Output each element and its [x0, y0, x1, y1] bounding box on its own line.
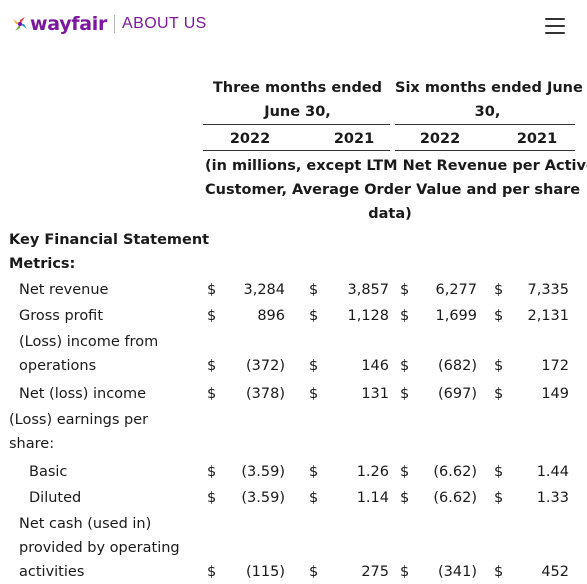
header-underline	[203, 124, 390, 125]
row-value: 3,857	[347, 282, 389, 298]
row-label: Gross profit	[19, 308, 104, 324]
row-label: activities	[19, 564, 85, 580]
hamburger-menu-icon[interactable]	[545, 18, 565, 34]
currency-symbol: $	[494, 386, 504, 402]
year-header: 2021	[516, 131, 558, 147]
row-value: 149	[541, 386, 569, 402]
section-title: Key Financial Statement	[9, 232, 210, 248]
row-value: (6.62)	[433, 490, 477, 506]
currency-symbol: $	[207, 564, 217, 580]
units-note: data)	[368, 206, 412, 222]
period-header: Six months ended June	[395, 80, 583, 96]
row-value: 452	[541, 564, 569, 580]
row-value: 6,277	[435, 282, 477, 298]
row-value: 1.44	[536, 464, 569, 480]
row-label: Net cash (used in)	[19, 516, 152, 532]
row-label: (Loss) income from	[19, 334, 159, 350]
row-value: 131	[361, 386, 389, 402]
currency-symbol: $	[400, 464, 410, 480]
logo-wordmark: wayfair	[30, 13, 108, 35]
currency-symbol: $	[207, 490, 217, 506]
currency-symbol: $	[309, 464, 319, 480]
row-label: Net (loss) income	[19, 386, 147, 402]
row-value: (372)	[246, 358, 285, 374]
units-note: (in millions, except LTM Net Revenue per…	[205, 158, 587, 174]
row-value: (341)	[438, 564, 477, 580]
currency-symbol: $	[309, 564, 319, 580]
currency-symbol: $	[309, 282, 319, 298]
row-label: (Loss) earnings per	[9, 412, 149, 428]
site-header: wayfair ABOUT US	[0, 0, 587, 56]
row-value: 896	[257, 308, 285, 324]
section-title: Metrics:	[9, 256, 76, 272]
currency-symbol: $	[400, 490, 410, 506]
currency-symbol: $	[400, 308, 410, 324]
row-label: Net revenue	[19, 282, 109, 298]
row-value: (3.59)	[241, 464, 285, 480]
currency-symbol: $	[309, 358, 319, 374]
header-underline	[203, 150, 390, 151]
row-value: 1.26	[356, 464, 389, 480]
currency-symbol: $	[309, 308, 319, 324]
currency-symbol: $	[400, 386, 410, 402]
row-value: 146	[361, 358, 389, 374]
row-label: share:	[9, 436, 55, 452]
period-header: 30,	[474, 104, 501, 120]
year-header: 2022	[229, 131, 271, 147]
currency-symbol: $	[494, 308, 504, 324]
row-value: (6.62)	[433, 464, 477, 480]
currency-symbol: $	[207, 282, 217, 298]
wayfair-logo[interactable]: wayfair ABOUT US	[12, 13, 207, 35]
row-label: provided by operating	[19, 540, 180, 556]
row-value: 1,699	[435, 308, 477, 324]
row-value: 1.14	[356, 490, 389, 506]
currency-symbol: $	[207, 464, 217, 480]
pinwheel-logo-icon	[13, 17, 27, 31]
header-underline	[395, 124, 575, 125]
currency-symbol: $	[400, 358, 410, 374]
row-value: 275	[361, 564, 389, 580]
currency-symbol: $	[309, 490, 319, 506]
currency-symbol: $	[400, 564, 410, 580]
currency-symbol: $	[207, 308, 217, 324]
row-value: (697)	[438, 386, 477, 402]
row-value: 1,128	[347, 308, 389, 324]
currency-symbol: $	[309, 386, 319, 402]
currency-symbol: $	[494, 564, 504, 580]
row-value: 3,284	[243, 282, 285, 298]
row-value: 7,335	[527, 282, 569, 298]
row-value: 2,131	[527, 308, 569, 324]
currency-symbol: $	[207, 358, 217, 374]
units-note: Customer, Average Order Value and per sh…	[205, 182, 581, 198]
period-header: Three months ended	[212, 80, 383, 96]
row-label: operations	[19, 358, 97, 374]
row-value: (115)	[246, 564, 285, 580]
row-value: (682)	[438, 358, 477, 374]
row-value: (378)	[246, 386, 285, 402]
row-value: 172	[541, 358, 569, 374]
row-label: Basic	[29, 464, 68, 480]
row-value: 1.33	[536, 490, 569, 506]
logo-divider	[114, 15, 116, 33]
header-underline	[395, 150, 575, 151]
row-value: (3.59)	[241, 490, 285, 506]
currency-symbol: $	[494, 464, 504, 480]
currency-symbol: $	[494, 282, 504, 298]
currency-symbol: $	[494, 358, 504, 374]
about-us-label[interactable]: ABOUT US	[122, 15, 207, 32]
currency-symbol: $	[494, 490, 504, 506]
period-header: June 30,	[264, 104, 331, 120]
currency-symbol: $	[400, 282, 410, 298]
year-header: 2022	[419, 131, 461, 147]
year-header: 2021	[333, 131, 375, 147]
currency-symbol: $	[207, 386, 217, 402]
row-label: Diluted	[29, 490, 82, 506]
